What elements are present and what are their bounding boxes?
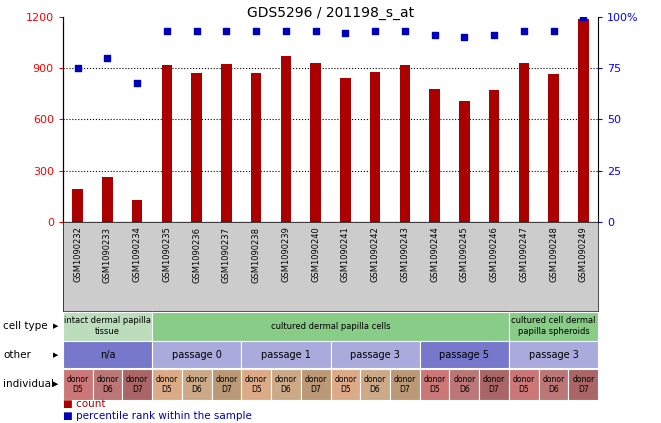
Point [519,28,529,35]
Point [311,28,321,35]
Text: GSM1090244: GSM1090244 [430,227,439,282]
Point [192,28,202,35]
Bar [340,79,350,222]
Text: donor
D6: donor D6 [543,375,564,394]
Point [459,34,470,41]
Bar [549,74,559,222]
Point [281,28,292,35]
Text: n/a: n/a [100,350,115,360]
Point [400,28,410,35]
Text: GSM1090240: GSM1090240 [311,227,320,282]
Text: donor
D6: donor D6 [97,375,118,394]
Bar [519,63,529,222]
Text: GSM1090236: GSM1090236 [192,227,201,283]
Text: passage 3: passage 3 [350,350,400,360]
Point [578,14,589,20]
Text: passage 3: passage 3 [529,350,578,360]
Point [430,32,440,39]
Bar [102,177,112,222]
Text: GSM1090241: GSM1090241 [341,227,350,282]
Text: passage 0: passage 0 [172,350,221,360]
Text: GSM1090238: GSM1090238 [252,227,260,283]
Text: GSM1090249: GSM1090249 [579,227,588,282]
Text: donor
D5: donor D5 [424,375,446,394]
Text: donor
D7: donor D7 [483,375,505,394]
Text: passage 5: passage 5 [440,350,489,360]
Text: ■ count: ■ count [63,399,105,409]
Text: GSM1090237: GSM1090237 [222,227,231,283]
Text: ▶: ▶ [53,381,58,387]
Text: ▶: ▶ [53,352,58,358]
Text: cell type: cell type [3,321,48,331]
Text: GSM1090233: GSM1090233 [103,227,112,283]
Point [370,28,381,35]
Text: donor
D5: donor D5 [513,375,535,394]
Text: cultured dermal papilla cells: cultured dermal papilla cells [271,321,390,331]
Bar [221,64,231,222]
Text: GSM1090239: GSM1090239 [282,227,290,283]
Point [162,28,173,35]
Bar [578,19,588,222]
Bar [251,73,261,222]
Point [132,79,143,86]
Text: GSM1090242: GSM1090242 [371,227,379,282]
Text: individual: individual [3,379,54,389]
Point [340,30,351,37]
Text: donor
D6: donor D6 [186,375,208,394]
Text: GSM1090245: GSM1090245 [460,227,469,282]
Bar [311,63,321,222]
Text: passage 1: passage 1 [261,350,311,360]
Text: GSM1090235: GSM1090235 [163,227,171,283]
Bar [281,56,291,222]
Text: donor
D7: donor D7 [572,375,594,394]
Bar [489,91,499,222]
Text: donor
D7: donor D7 [394,375,416,394]
Text: donor
D6: donor D6 [453,375,475,394]
Bar [162,65,172,222]
Bar [370,72,380,222]
Point [102,55,112,61]
Text: ■ percentile rank within the sample: ■ percentile rank within the sample [63,411,252,421]
Text: GSM1090232: GSM1090232 [73,227,82,283]
Point [73,65,83,71]
Text: ▶: ▶ [53,323,58,329]
Bar [459,101,469,222]
Text: GSM1090248: GSM1090248 [549,227,558,283]
Bar [132,200,142,222]
Point [221,28,232,35]
Text: donor
D6: donor D6 [275,375,297,394]
Text: donor
D5: donor D5 [67,375,89,394]
Text: donor
D5: donor D5 [334,375,356,394]
Point [251,28,262,35]
Text: donor
D7: donor D7 [126,375,148,394]
Point [489,32,500,39]
Text: other: other [3,350,31,360]
Bar [73,189,83,222]
Text: donor
D7: donor D7 [215,375,237,394]
Text: GSM1090234: GSM1090234 [133,227,141,283]
Text: donor
D7: donor D7 [305,375,327,394]
Bar [192,73,202,222]
Text: GSM1090246: GSM1090246 [490,227,498,283]
Text: GSM1090243: GSM1090243 [401,227,409,283]
Text: GDS5296 / 201198_s_at: GDS5296 / 201198_s_at [247,6,414,20]
Bar [400,65,410,222]
Text: donor
D5: donor D5 [245,375,267,394]
Point [549,28,559,35]
Text: donor
D6: donor D6 [364,375,386,394]
Text: donor
D5: donor D5 [156,375,178,394]
Text: cultured cell dermal
papilla spheroids: cultured cell dermal papilla spheroids [512,316,596,336]
Text: GSM1090247: GSM1090247 [520,227,528,283]
Bar [430,89,440,222]
Text: intact dermal papilla
tissue: intact dermal papilla tissue [64,316,151,336]
